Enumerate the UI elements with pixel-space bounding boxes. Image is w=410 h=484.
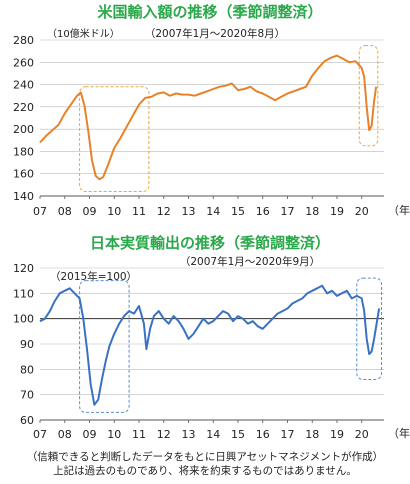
chart2-x-tick-label: 08 — [58, 428, 72, 441]
chart1-y-tick-label: 140 — [13, 190, 34, 203]
chart2-y-tick-label: 70 — [20, 389, 34, 402]
chart2-y-tick-label: 110 — [13, 287, 34, 300]
chart2-y-tick-label: 100 — [13, 313, 34, 326]
chart2-y-tick-label: 120 — [13, 262, 34, 275]
chart1-y-tick-label: 200 — [13, 123, 34, 136]
chart1-highlight-box — [358, 45, 379, 147]
disclaimer-line-1: （信頼できると判断したデータをもとに日興アセットマネジメントが作成） — [26, 451, 384, 463]
chart1-y-tick-label: 220 — [13, 101, 34, 114]
chart2-y-tick-label: 60 — [20, 414, 34, 427]
chart1-x-tick-label: 08 — [58, 205, 72, 218]
chart1-x-unit: （年） — [388, 203, 410, 217]
chart1-x-tick-label: 15 — [231, 205, 245, 218]
chart2-series-line — [39, 284, 381, 406]
chart2-x-tick-label: 18 — [305, 428, 319, 441]
chart2-highlight-box — [79, 280, 130, 413]
chart2-x-tick-label: 15 — [231, 428, 245, 441]
chart1-x-tick-label: 13 — [181, 205, 195, 218]
chart2-subtitle: （2007年1月～2020年9月） — [180, 255, 320, 268]
chart1-y-tick-label: 240 — [13, 79, 34, 92]
chart1-x-tick-label: 19 — [330, 205, 344, 218]
chart1-y-tick-label: 280 — [13, 34, 34, 47]
chart2-x-tick-label: 13 — [181, 428, 195, 441]
disclaimer-line-2: 上記は過去のものであり、将来を約束するものではありません。 — [53, 465, 357, 477]
chart2-y-tick-label: 90 — [20, 338, 34, 351]
chart2-plot: 60 70 80 90 100 110 120 07 08 09 10 11 12 13 14 15 16 17 1… — [13, 262, 384, 441]
chart1-x-tick-label: 11 — [132, 205, 146, 218]
chart1-series-line — [39, 54, 378, 181]
chart1-ylabel: （10億米ドル） — [47, 27, 120, 40]
chart2-x-tick-label: 12 — [157, 428, 171, 441]
chart2-x-tick-label: 17 — [280, 428, 294, 441]
chart2-x-unit: （年） — [388, 426, 410, 440]
chart2-x-tick-label: 20 — [355, 428, 369, 441]
chart2-annotation: （2015年=100） — [50, 270, 137, 283]
chart1-y-tick-label: 260 — [13, 56, 34, 69]
chart1-y-tick-label: 160 — [13, 168, 34, 181]
chart1-highlight-box — [79, 86, 150, 193]
chart2-y-tick-label: 80 — [20, 363, 34, 376]
chart2-x-tick-label: 16 — [256, 428, 270, 441]
chart2-x-tick-label: 14 — [206, 428, 220, 441]
chart1-x-tick-label: 12 — [157, 205, 171, 218]
chart2-x-tick-label: 07 — [33, 428, 47, 441]
chart1-x-tick-label: 17 — [280, 205, 294, 218]
chart1-x-tick-label: 20 — [355, 205, 369, 218]
chart1-x-tick-label: 16 — [256, 205, 270, 218]
chart2-x-tick-label: 11 — [132, 428, 146, 441]
chart1-title: 米国輸入額の推移（季節調整済） — [97, 3, 322, 21]
chart1-x-tick-label: 14 — [206, 205, 220, 218]
chart2-x-tick-label: 09 — [82, 428, 96, 441]
chart1-x-tick-label: 10 — [107, 205, 121, 218]
chart2-highlight-box — [356, 277, 383, 380]
chart2-x-tick-label: 19 — [330, 428, 344, 441]
chart1-subtitle: （2007年1月～2020年8月） — [145, 27, 285, 40]
chart1-x-tick-label: 09 — [82, 205, 96, 218]
chart1-x-tick-label: 18 — [305, 205, 319, 218]
chart2-x-tick-label: 10 — [107, 428, 121, 441]
chart1-x-tick-label: 07 — [33, 205, 47, 218]
chart1-y-tick-label: 180 — [13, 145, 34, 158]
chart1-plot: 140 160 180 200 220 240 260 280 07 08 09 10 11 12 13 14… — [13, 34, 384, 218]
chart2-title: 日本実質輸出の推移（季節調整済） — [90, 234, 330, 252]
